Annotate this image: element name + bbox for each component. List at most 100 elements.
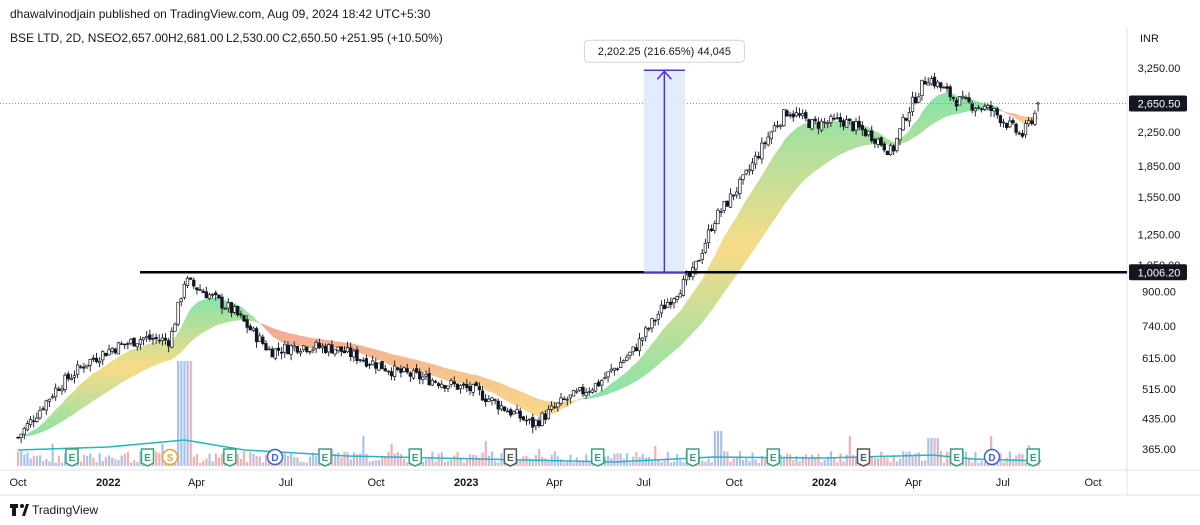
x-tick-label: 2022 xyxy=(96,477,120,489)
candle-body xyxy=(967,97,971,103)
volume-bar xyxy=(531,459,534,466)
candle-body xyxy=(709,228,714,231)
candle-body xyxy=(659,304,664,314)
volume-bar xyxy=(246,462,249,466)
event-marker-shape[interactable] xyxy=(686,448,700,467)
candle xyxy=(744,169,748,176)
candle-body xyxy=(543,413,547,420)
event-marker-e[interactable]: E xyxy=(318,448,332,467)
event-marker-shape[interactable] xyxy=(1026,448,1040,467)
event-marker-shape[interactable] xyxy=(65,448,79,467)
event-marker-shape[interactable] xyxy=(590,448,605,467)
candle-body xyxy=(327,344,331,353)
event-marker-s[interactable]: S xyxy=(161,448,179,466)
event-marker-d[interactable]: D xyxy=(983,448,1001,466)
event-marker-shape[interactable] xyxy=(983,448,1001,466)
event-marker-e[interactable]: E xyxy=(65,448,79,467)
candle-body xyxy=(201,290,205,293)
candle xyxy=(323,343,328,354)
candle xyxy=(298,348,303,357)
candle xyxy=(458,384,463,394)
event-marker-e[interactable]: E xyxy=(140,448,155,467)
candle xyxy=(163,332,168,345)
candle xyxy=(512,410,516,415)
event-marker-e[interactable]: E xyxy=(408,448,422,467)
candle-body xyxy=(57,388,61,391)
volume-bar xyxy=(760,455,764,466)
event-marker-shape[interactable] xyxy=(140,448,155,467)
candle-body xyxy=(945,86,949,89)
candle xyxy=(772,122,777,132)
event-marker-e[interactable]: E xyxy=(686,448,700,467)
volume-bar xyxy=(384,456,387,466)
candle xyxy=(38,406,42,420)
candle-body xyxy=(926,82,930,86)
event-marker-d[interactable]: D xyxy=(266,448,284,466)
event-marker-shape[interactable] xyxy=(161,448,179,466)
event-marker-shape[interactable] xyxy=(856,448,871,467)
candle-body xyxy=(392,365,397,377)
volume-bar xyxy=(180,361,183,466)
event-marker-n[interactable]: E xyxy=(856,448,871,467)
candle-body xyxy=(879,137,883,146)
event-marker-n[interactable]: E xyxy=(503,448,518,467)
candle-body xyxy=(597,381,601,387)
volume-bar xyxy=(917,452,921,466)
volume-bar xyxy=(983,461,986,466)
candle xyxy=(634,343,638,352)
event-marker-label: E xyxy=(412,453,419,464)
candle-body xyxy=(939,82,943,88)
volume-bar xyxy=(280,460,283,466)
volume-bar xyxy=(578,460,582,466)
event-marker-label: E xyxy=(227,453,234,464)
candle-body xyxy=(914,96,918,104)
volume-bar xyxy=(547,459,550,466)
volume-bar xyxy=(748,460,751,466)
candle-body xyxy=(760,142,764,160)
event-marker-e[interactable]: E xyxy=(1026,448,1040,467)
candle-body xyxy=(60,388,64,392)
event-marker-shape[interactable] xyxy=(318,448,332,467)
candle-body xyxy=(493,399,497,401)
event-marker-shape[interactable] xyxy=(223,448,237,467)
event-marker-e[interactable]: E xyxy=(223,448,237,467)
candle-body xyxy=(882,143,886,151)
candle xyxy=(753,151,758,169)
volume-bar xyxy=(911,455,914,466)
volume-bar xyxy=(462,462,465,466)
volume-bar xyxy=(585,454,588,466)
candle xyxy=(371,355,375,366)
event-marker-shape[interactable] xyxy=(766,448,780,467)
candle xyxy=(898,128,902,146)
event-marker-e[interactable]: E xyxy=(949,448,964,467)
volume-bar xyxy=(682,462,685,466)
candle-body xyxy=(499,405,504,410)
candle xyxy=(700,248,704,264)
candle-body xyxy=(766,136,770,146)
candle-body xyxy=(578,387,582,391)
y-tick-label: 2,250.00 xyxy=(1138,127,1181,139)
event-marker-label: S xyxy=(167,453,174,464)
candle-body xyxy=(989,105,993,111)
candle-body xyxy=(656,313,660,320)
candle xyxy=(757,151,761,160)
event-marker-shape[interactable] xyxy=(408,448,422,467)
candle xyxy=(1030,117,1034,126)
event-marker-e[interactable]: E xyxy=(766,448,780,467)
event-marker-shape[interactable] xyxy=(503,448,518,467)
event-marker-e[interactable]: E xyxy=(590,448,605,467)
candle xyxy=(901,113,905,132)
candle-body xyxy=(54,387,58,398)
volume-bar xyxy=(889,461,892,466)
volume-bar xyxy=(1011,458,1015,466)
event-marker-shape[interactable] xyxy=(266,448,284,466)
volume-bar xyxy=(732,458,735,466)
candle-body xyxy=(107,349,111,356)
volume-bar xyxy=(588,461,591,466)
candle-body xyxy=(948,86,952,98)
event-marker-shape[interactable] xyxy=(949,448,964,467)
candle xyxy=(844,115,849,128)
candle xyxy=(866,130,871,137)
volume-bar xyxy=(478,457,481,466)
